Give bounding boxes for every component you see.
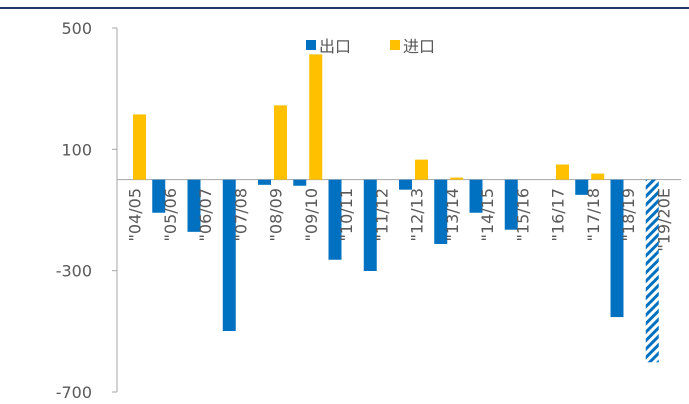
bar [469, 179, 483, 213]
x-tick-label: "19/20E [654, 188, 673, 252]
x-tick-label: "13/14 [443, 188, 462, 241]
x-tick-label: "06/07 [196, 188, 215, 241]
bar [293, 179, 307, 186]
bar [328, 179, 342, 260]
bar [274, 105, 287, 180]
bar [556, 164, 569, 180]
bar [399, 179, 412, 190]
x-tick-label: "14/15 [478, 188, 497, 241]
bar [309, 54, 323, 180]
bar [258, 179, 271, 185]
x-tick-label: "10/11 [337, 188, 356, 241]
bar [363, 179, 377, 271]
x-tick-label: "17/18 [584, 188, 603, 241]
bar [187, 179, 201, 232]
legend-swatch [390, 40, 400, 50]
x-tick-label: "11/12 [372, 188, 391, 241]
bar [591, 173, 605, 180]
x-tick-label: "16/17 [549, 188, 568, 241]
bar [575, 179, 589, 195]
x-tick-label: "09/10 [302, 188, 321, 241]
x-tick-label: "12/13 [408, 188, 427, 241]
y-tick-label: 500 [61, 19, 92, 38]
x-tick-label: "07/08 [231, 188, 250, 241]
x-tick-label: "04/05 [126, 188, 145, 241]
x-tick-label: "08/09 [267, 188, 286, 241]
x-tick-label: "05/06 [161, 188, 180, 241]
bar [610, 179, 624, 318]
x-tick-label: "18/19 [619, 188, 638, 241]
x-tick-label: "15/16 [513, 188, 532, 241]
bar [152, 179, 166, 213]
bar [450, 177, 464, 180]
legend-label: 出口 [319, 37, 351, 56]
bar [133, 114, 146, 180]
bar [415, 159, 428, 180]
y-tick-label: 100 [61, 140, 92, 159]
bar [504, 179, 518, 230]
legend-swatch [306, 40, 316, 50]
y-tick-label: -700 [56, 383, 92, 400]
bar [434, 179, 448, 244]
bar [645, 179, 659, 363]
bar [222, 179, 236, 332]
y-tick-label: -300 [56, 262, 92, 281]
legend-label: 进口 [403, 37, 435, 56]
